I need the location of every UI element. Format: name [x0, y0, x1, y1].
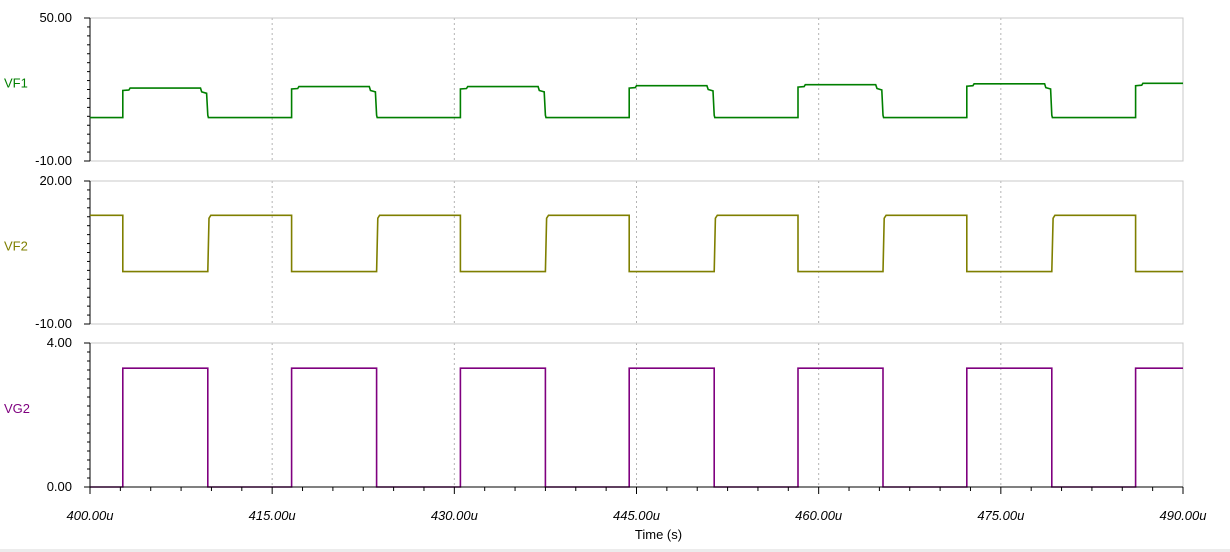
trace-vf2: [90, 214, 1183, 273]
x-tick-label: 445.00u: [613, 508, 660, 523]
trace-vf1: [90, 82, 1183, 119]
series-label-vg2: VG2: [4, 401, 30, 416]
x-tick-label: 400.00u: [67, 508, 114, 523]
x-tick-label: 475.00u: [977, 508, 1024, 523]
series-label-vf2: VF2: [4, 239, 28, 254]
x-tick-label: 460.00u: [795, 508, 842, 523]
x-axis: 400.00u 415.00u 430.00u 445.00u 460.00u 475.0…: [67, 486, 1207, 542]
x-tick-label: 490.00u: [1160, 508, 1207, 523]
y-tick-label: 20.00: [39, 173, 72, 188]
y-tick-label: 50.00: [39, 10, 72, 25]
grid-lines: [271, 18, 1002, 487]
series-label-vf1: VF1: [4, 76, 28, 91]
x-axis-label: Time (s): [635, 527, 682, 542]
y-tick-label: 0.00: [47, 479, 72, 494]
y-tick-label: -10.00: [35, 153, 72, 168]
y-tick-label: 4.00: [47, 335, 72, 350]
x-tick-label: 415.00u: [249, 508, 296, 523]
y-tick-label: -10.00: [35, 316, 72, 331]
status-strip: [0, 549, 1230, 552]
x-tick-label: 430.00u: [431, 508, 478, 523]
labels: 50.00 -10.00 VF1 20.00 -10.00 VF2 4.00 0.00 VG2: [4, 10, 72, 494]
